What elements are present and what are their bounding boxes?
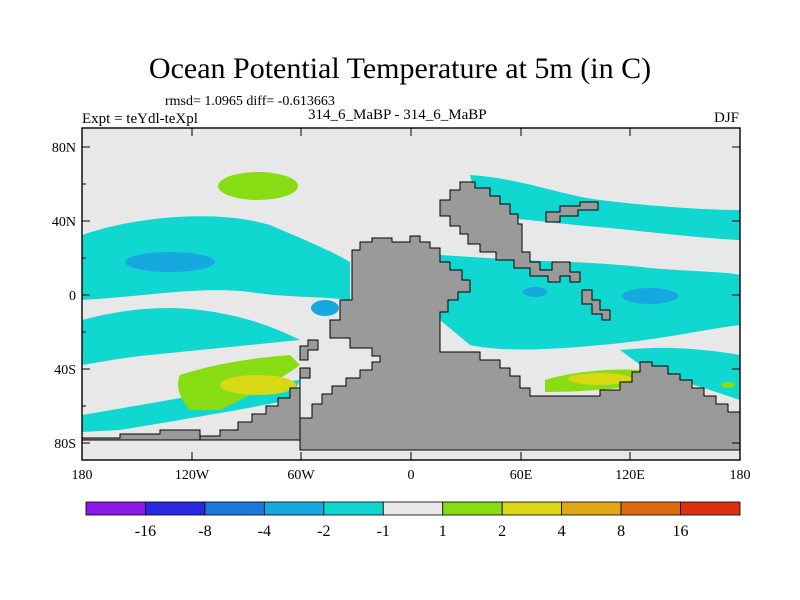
colorbar-swatch — [501, 501, 563, 516]
lat-label-80n: 80N — [52, 141, 76, 156]
experiment-label: Expt = teYdl-teXpl — [82, 111, 198, 127]
lon-label-60e: 60E — [510, 468, 533, 483]
lon-label-120w: 120W — [175, 468, 210, 483]
land-mass-main-continent — [289, 235, 741, 451]
land-mass-northern-peninsula — [439, 181, 581, 283]
map-title: Ocean Potential Temperature at 5m (in C) — [148, 52, 652, 85]
lon-label-60w: 60W — [287, 468, 315, 483]
lon-tick-marks — [191, 128, 631, 460]
colorbar-level-label: 4 — [558, 523, 566, 540]
colorbar-swatch — [323, 501, 384, 516]
warming-dot-east — [721, 382, 735, 388]
colorbar-level-label: -8 — [198, 523, 211, 540]
colorbar-level-label: -1 — [377, 523, 390, 540]
colorbar-level-label: 1 — [439, 523, 447, 540]
colorbar-swatch — [680, 501, 741, 516]
lon-label-180w: 180 — [72, 468, 93, 483]
colorbar-swatch — [85, 501, 146, 516]
colorbar-swatch — [620, 501, 681, 516]
land-mass-antarctic-strip — [81, 429, 201, 441]
lat-label-80s: 80S — [54, 437, 76, 452]
colorbar-swatch — [561, 501, 622, 516]
lon-label-180e: 180 — [730, 468, 751, 483]
colorbar-level-label: -4 — [258, 523, 271, 540]
colorbar-swatch — [382, 501, 444, 516]
strong-cooling-patch-3 — [523, 287, 547, 297]
land-mass-isthmus — [299, 339, 319, 361]
season-label: DJF — [713, 110, 739, 126]
lat-label-40s: 40S — [54, 363, 76, 378]
colorbar-level-label: 8 — [617, 523, 625, 540]
strong-cooling-patch-4 — [311, 300, 339, 316]
cooling-band-southern — [82, 308, 300, 365]
lat-label-0: 0 — [69, 289, 76, 304]
colorbar-swatch — [442, 501, 503, 516]
land-mass-archipelago — [581, 289, 611, 321]
warming-patch-north-pacific — [218, 172, 298, 200]
strong-warming-patch-pacific — [220, 375, 296, 395]
strong-cooling-patch-2 — [622, 288, 678, 304]
stats-text: rmsd= 1.0965 diff= -0.613663 — [165, 94, 335, 109]
map-panel: 80N 40N 0 40S 80S 180 120W 60W 0 60E 120… — [52, 127, 751, 483]
strong-cooling-patch-1 — [125, 252, 215, 272]
colorbar-swatch — [263, 501, 325, 516]
lat-label-40n: 40N — [52, 215, 76, 230]
strong-warming-patch-indian — [568, 373, 632, 385]
colorbar-swatch — [145, 501, 206, 516]
colorbar-level-label: -16 — [135, 523, 156, 540]
case-label: 314_6_MaBP - 314_6_MaBP — [308, 107, 487, 123]
lat-tick-marks — [82, 146, 740, 444]
colorbar-level-label: 2 — [498, 523, 506, 540]
colorbar: -16 -8 -4 -2 -1 1 2 4 8 16 — [85, 501, 741, 540]
land-mass-southwest-arm — [199, 367, 311, 441]
lon-label-120e: 120E — [615, 468, 645, 483]
lon-label-0: 0 — [408, 468, 415, 483]
land-mass-east-island — [545, 201, 599, 223]
colorbar-level-label: 16 — [673, 523, 689, 540]
colorbar-swatch — [204, 501, 265, 516]
colorbar-level-label: -2 — [317, 523, 330, 540]
cooling-band-north-pacific — [82, 216, 350, 300]
cooling-band-north-east — [470, 175, 740, 240]
